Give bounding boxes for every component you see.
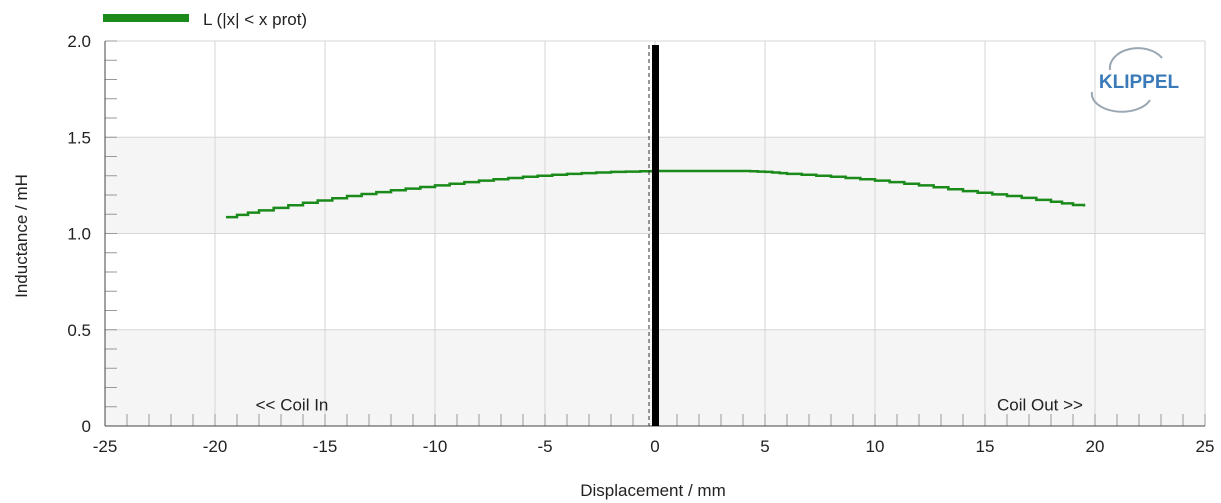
- x-axis-title: Displacement / mm: [580, 481, 725, 500]
- annotations: << Coil In Coil Out >>: [256, 396, 1083, 415]
- x-tick-label: 10: [866, 437, 885, 456]
- x-tick-label: 5: [760, 437, 769, 456]
- y-tick-label: 2.0: [67, 32, 91, 51]
- marker-group: [648, 45, 659, 426]
- annotation-label: Coil Out >>: [997, 396, 1083, 415]
- x-tick-label: -15: [313, 437, 338, 456]
- legend: L (|x| < x prot): [103, 10, 307, 29]
- y-tick-label: 0.5: [67, 321, 91, 340]
- y-tick-label: 1.0: [67, 225, 91, 244]
- x-tick-labels: -25 -20 -15 -10 -5 0 5 10 15 20 25: [93, 437, 1215, 456]
- y-axis-title: Inductance / mH: [12, 174, 31, 298]
- x-tick-label: -20: [203, 437, 228, 456]
- logo-arc-top-icon: [1108, 47, 1163, 71]
- legend-label: L (|x| < x prot): [203, 10, 307, 29]
- x-tick-label: -25: [93, 437, 118, 456]
- x-tick-label: 15: [976, 437, 995, 456]
- x-tick-label: 25: [1196, 437, 1215, 456]
- y-tick-label: 1.5: [67, 128, 91, 147]
- minor-ticks: [104, 40, 1206, 427]
- marker-bar: [652, 45, 659, 426]
- legend-swatch: [103, 14, 189, 22]
- y-tick-label: 0: [82, 417, 91, 436]
- y-tick-labels: 0 0.5 1.0 1.5 2.0: [67, 32, 91, 436]
- klippel-logo: KLIPPEL: [1090, 47, 1180, 113]
- x-tick-label: 0: [650, 437, 659, 456]
- x-tick-label: -5: [537, 437, 552, 456]
- logo-text: KLIPPEL: [1099, 72, 1180, 93]
- annotation-label: << Coil In: [256, 396, 329, 415]
- x-tick-label: -10: [423, 437, 448, 456]
- x-tick-label: 20: [1086, 437, 1105, 456]
- logo-arc-bottom-icon: [1090, 91, 1151, 113]
